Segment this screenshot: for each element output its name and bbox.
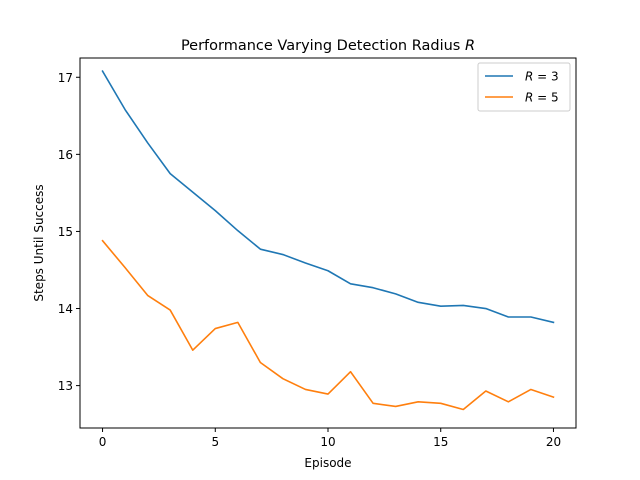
- y-tick-label: 14: [58, 302, 73, 316]
- x-axis-label: Episode: [304, 456, 351, 470]
- y-tick-label: 13: [58, 379, 73, 393]
- x-tick-label: 0: [99, 435, 107, 449]
- series-line-2: [101, 239, 555, 411]
- y-axis-label: Steps Until Success: [32, 184, 46, 301]
- x-tick-label: 15: [433, 435, 448, 449]
- x-tick-label: 10: [320, 435, 335, 449]
- legend-label-1: R = 3: [525, 70, 559, 84]
- x-tick-label: 20: [546, 435, 561, 449]
- y-axis: 13 14 15 16 17: [58, 71, 80, 393]
- legend-label-2: R = 5: [525, 91, 559, 105]
- x-tick-label: 5: [211, 435, 219, 449]
- y-tick-label: 15: [58, 225, 73, 239]
- y-tick-label: 16: [58, 148, 73, 162]
- x-axis: 0 5 10 15 20: [99, 428, 561, 449]
- legend: R = 3 R = 5: [477, 62, 571, 112]
- series-layer: [101, 70, 555, 411]
- legend-box: [477, 62, 571, 112]
- y-tick-label: 17: [58, 71, 73, 85]
- series-line-1: [101, 70, 555, 324]
- chart-title: Performance Varying Detection Radius R: [181, 38, 475, 54]
